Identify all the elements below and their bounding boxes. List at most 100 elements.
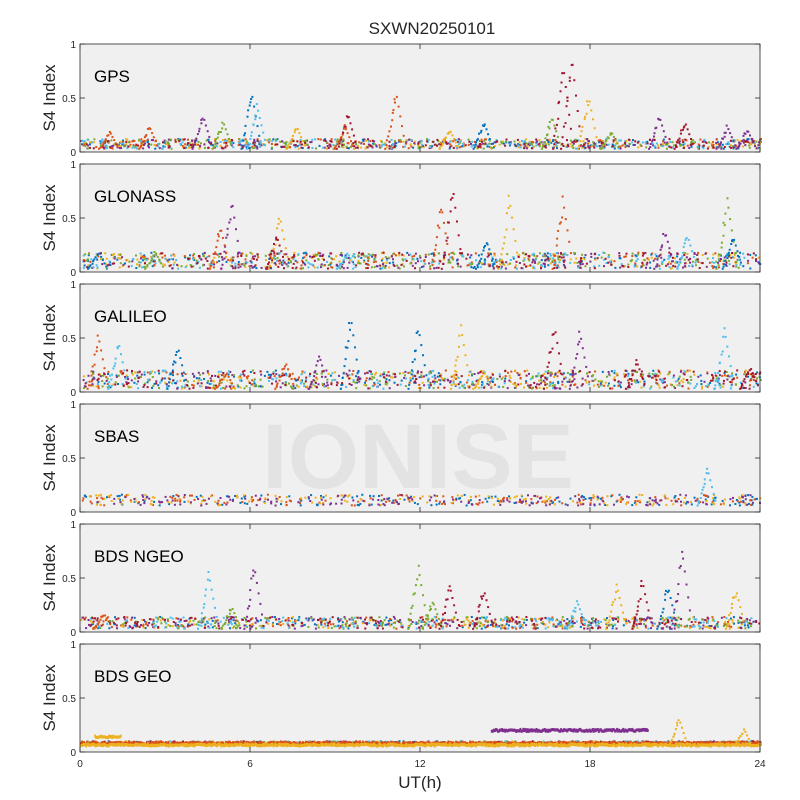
data-point	[335, 502, 338, 505]
data-point	[324, 375, 327, 378]
data-point	[226, 133, 229, 136]
data-point	[529, 384, 532, 387]
data-point	[348, 377, 351, 380]
data-point	[727, 256, 730, 258]
data-point	[122, 384, 125, 387]
data-point	[183, 138, 186, 141]
data-point	[220, 370, 223, 373]
data-point	[408, 383, 411, 386]
data-point	[462, 255, 465, 258]
data-point	[91, 378, 94, 381]
data-point	[221, 263, 224, 266]
data-point	[101, 385, 104, 388]
data-point	[274, 244, 277, 246]
data-point	[433, 267, 436, 270]
data-point	[174, 140, 177, 143]
data-point	[125, 494, 128, 497]
data-point	[578, 144, 581, 147]
data-point	[105, 265, 108, 268]
data-point	[351, 128, 354, 131]
data-point	[90, 384, 93, 387]
data-point	[143, 258, 145, 261]
data-point	[547, 498, 550, 500]
data-point	[185, 264, 188, 267]
data-point	[645, 263, 648, 266]
data-point	[728, 355, 730, 358]
data-point	[129, 143, 132, 146]
data-point	[356, 378, 359, 381]
data-point	[685, 502, 688, 505]
data-point	[101, 138, 104, 141]
data-point	[481, 375, 484, 378]
data-point	[143, 265, 146, 268]
data-point	[276, 498, 279, 501]
data-point	[218, 255, 221, 258]
data-point	[285, 146, 288, 149]
data-point	[649, 261, 652, 264]
data-point	[551, 616, 554, 619]
data-point	[311, 255, 314, 258]
data-point	[579, 135, 582, 137]
data-point	[559, 372, 562, 375]
data-point	[665, 143, 668, 146]
data-point	[337, 140, 340, 143]
data-point	[436, 138, 439, 141]
data-point	[433, 143, 436, 146]
data-point	[689, 261, 692, 264]
data-point	[450, 139, 453, 142]
data-point	[120, 493, 123, 496]
data-point	[221, 139, 224, 141]
data-point	[440, 373, 442, 376]
data-point	[722, 234, 725, 237]
data-point	[141, 140, 144, 143]
data-point	[88, 253, 90, 256]
data-point	[391, 111, 394, 114]
data-point	[466, 364, 469, 367]
data-point	[569, 497, 572, 500]
data-point	[162, 370, 165, 373]
data-point	[688, 147, 691, 149]
data-point	[251, 624, 254, 627]
data-point	[531, 387, 533, 390]
data-point	[380, 252, 383, 255]
data-point	[680, 379, 683, 382]
data-point	[417, 147, 420, 150]
data-point	[542, 500, 545, 503]
data-point	[98, 252, 101, 255]
data-point	[216, 502, 219, 505]
data-point	[267, 139, 270, 142]
data-point	[532, 258, 534, 261]
data-point	[587, 142, 589, 145]
data-point	[716, 376, 719, 379]
data-point	[432, 140, 435, 143]
data-point	[195, 259, 198, 262]
data-point	[93, 141, 96, 144]
data-point	[537, 143, 540, 146]
data-point	[745, 375, 748, 378]
data-point	[538, 379, 541, 382]
data-point	[184, 146, 187, 149]
data-point	[174, 361, 177, 364]
data-point	[668, 266, 671, 269]
data-point	[189, 501, 192, 504]
data-point	[102, 374, 104, 377]
data-point	[274, 262, 277, 265]
data-point	[461, 384, 464, 387]
data-point	[161, 252, 164, 255]
data-point	[686, 253, 689, 255]
data-point	[261, 385, 264, 388]
data-point	[142, 386, 145, 388]
data-point	[266, 370, 269, 373]
data-point	[732, 616, 735, 619]
data-point	[253, 105, 256, 108]
data-point	[493, 252, 496, 255]
data-point	[321, 257, 324, 260]
data-point	[718, 370, 721, 373]
data-point	[523, 370, 526, 373]
data-point	[556, 375, 559, 378]
data-point	[533, 381, 536, 384]
data-point	[474, 495, 477, 498]
data-point	[444, 503, 446, 506]
data-point	[276, 623, 278, 625]
